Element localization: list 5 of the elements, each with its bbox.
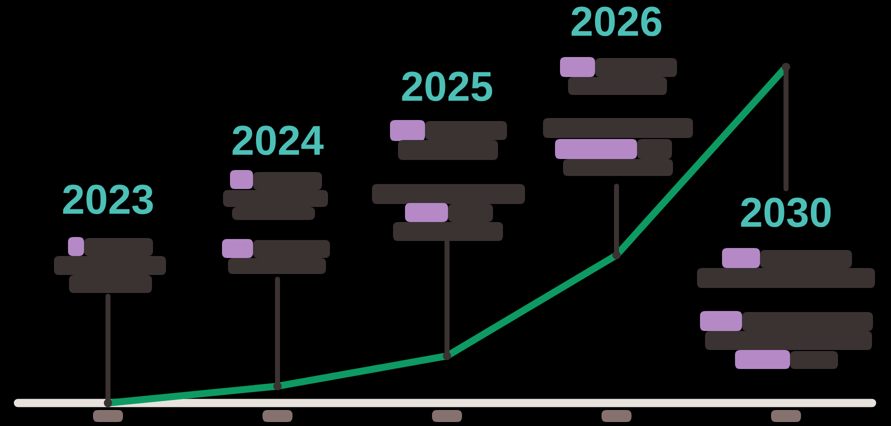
text: 2026	[572, 6, 662, 36]
annotation: 2025	[402, 72, 492, 102]
annotation: 2030	[741, 198, 831, 228]
annotation: 2023	[63, 184, 153, 214]
annotation: 2024	[232, 126, 324, 156]
